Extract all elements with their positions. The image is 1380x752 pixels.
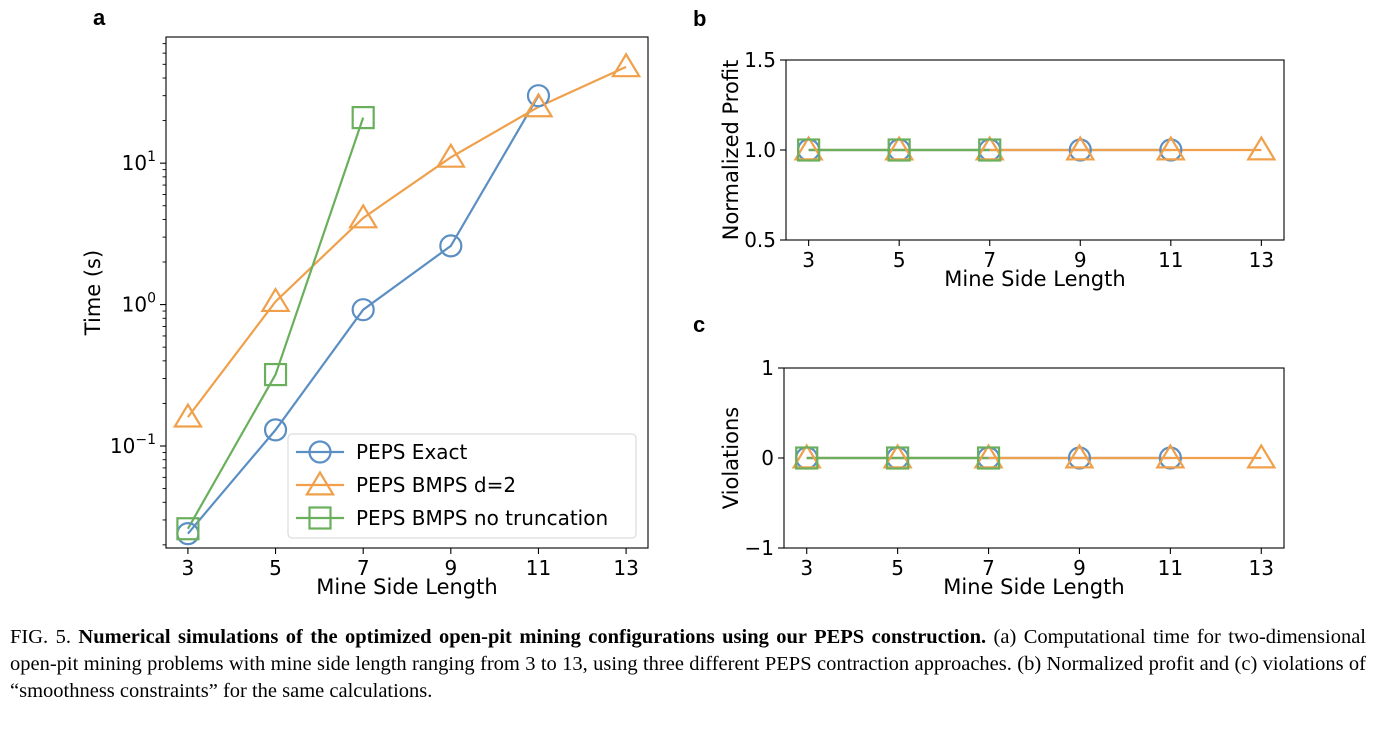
x-tick-label: 3 — [802, 248, 815, 272]
y-tick-label: 101 — [122, 149, 156, 175]
panel-label-c: c — [693, 312, 705, 337]
data-point-triangle — [172, 402, 203, 428]
data-point-triangle — [1246, 443, 1277, 469]
y-tick-label: 10−1 — [110, 432, 156, 458]
legend-marker-square — [308, 506, 332, 530]
caption-body: (a) Computational time for two-dimension… — [10, 626, 1367, 702]
x-tick-label: 3 — [800, 556, 813, 580]
data-point-square — [176, 517, 200, 541]
x-tick-label: 9 — [1074, 248, 1087, 272]
y-tick-label: 0 — [761, 446, 774, 470]
caption-label: FIG. 5. — [10, 626, 71, 648]
data-point-square — [887, 138, 911, 162]
y-axis-label: Violations — [719, 407, 743, 509]
data-point-triangle — [884, 135, 915, 161]
x-axis-label: Mine Side Length — [944, 267, 1125, 291]
x-axis-label: Mine Side Length — [943, 575, 1124, 599]
legend-entry-label: PEPS BMPS no truncation — [356, 506, 608, 530]
figure-caption: FIG. 5. Numerical simulations of the opt… — [10, 624, 1366, 705]
x-tick-label: 5 — [893, 248, 906, 272]
y-tick-base: 10 — [110, 434, 135, 458]
data-point-circle — [439, 234, 463, 258]
data-point-square — [976, 446, 1001, 470]
data-point-circle — [351, 298, 375, 322]
y-tick-exponent: 1 — [147, 149, 156, 165]
y-tick-label: 100 — [122, 291, 156, 317]
x-tick-label: 9 — [1073, 556, 1086, 580]
data-point-triangle — [1064, 443, 1095, 469]
data-point-square — [351, 105, 375, 130]
series-line-1 — [187, 95, 540, 535]
y-tick-base: 10 — [122, 293, 147, 317]
y-tick-exponent: −1 — [135, 432, 156, 448]
x-tick-label: 13 — [1249, 248, 1274, 272]
series-line-2 — [187, 65, 627, 418]
data-point-triangle — [882, 443, 913, 469]
data-point-triangle — [523, 92, 554, 118]
data-point-triangle — [435, 142, 466, 168]
x-tick-label: 7 — [982, 556, 995, 580]
legend-entry-label: PEPS BMPS d=2 — [356, 473, 516, 497]
x-tick-label: 13 — [613, 556, 638, 580]
x-tick-label: 9 — [444, 556, 457, 580]
x-tick-label: 3 — [182, 556, 195, 580]
data-point-circle — [263, 418, 288, 442]
y-tick-label: 1 — [761, 356, 774, 380]
data-point-triangle — [973, 443, 1004, 469]
x-tick-label: 13 — [1249, 556, 1274, 580]
panel-label-b: b — [693, 6, 706, 31]
data-point-triangle — [793, 135, 824, 161]
legend-entry-label: PEPS Exact — [356, 440, 468, 464]
y-tick-label: 1.5 — [744, 48, 776, 72]
data-point-square — [263, 362, 288, 387]
x-tick-label: 11 — [526, 556, 551, 580]
y-tick-label: 1.0 — [744, 138, 776, 162]
data-point-triangle — [1246, 135, 1277, 161]
x-tick-label: 11 — [1158, 556, 1183, 580]
caption-title: Numerical simulations of the optimized o… — [78, 626, 987, 648]
chart-panel-b: 3 5 7 9 11 13 0.5 1.0 1.5 Mine Side Length Normali… — [719, 48, 1285, 291]
x-tick-label: 7 — [357, 556, 370, 580]
data-point-triangle — [1155, 135, 1186, 161]
y-axis-label: Normalized Profit — [719, 60, 743, 241]
data-point-triangle — [974, 135, 1005, 161]
axes-frame — [165, 36, 649, 549]
legend-marker-triangle — [304, 470, 336, 496]
y-tick-label: −1 — [745, 536, 774, 560]
data-point-circle — [526, 84, 551, 108]
data-point-triangle — [348, 203, 379, 229]
x-tick-label: 11 — [1158, 248, 1183, 272]
data-point-square — [795, 446, 819, 470]
data-point-triangle — [1155, 443, 1186, 469]
chart-panel-c: 3 5 7 9 11 13 −1 0 1 Mine Side Length Violations — [719, 356, 1285, 599]
data-point-square — [797, 138, 821, 162]
y-tick-base: 10 — [122, 151, 147, 175]
x-tick-label: 5 — [269, 556, 282, 580]
x-axis-label: Mine Side Length — [316, 575, 497, 599]
panel-label-a: a — [93, 5, 106, 30]
data-point-triangle — [791, 443, 822, 469]
y-tick-label: 0.5 — [744, 228, 776, 252]
y-tick-exponent: 0 — [147, 291, 156, 307]
legend-box — [287, 433, 637, 539]
data-point-triangle — [1065, 135, 1096, 161]
data-point-triangle — [260, 286, 291, 313]
data-point-triangle — [611, 52, 642, 78]
data-point-square — [978, 138, 1002, 162]
series-line-3 — [186, 117, 365, 530]
y-axis-label: Time (s) — [81, 250, 105, 336]
legend-marker-circle — [308, 440, 332, 464]
data-point-square — [886, 446, 910, 470]
x-tick-label: 5 — [891, 556, 904, 580]
x-tick-label: 7 — [983, 248, 996, 272]
